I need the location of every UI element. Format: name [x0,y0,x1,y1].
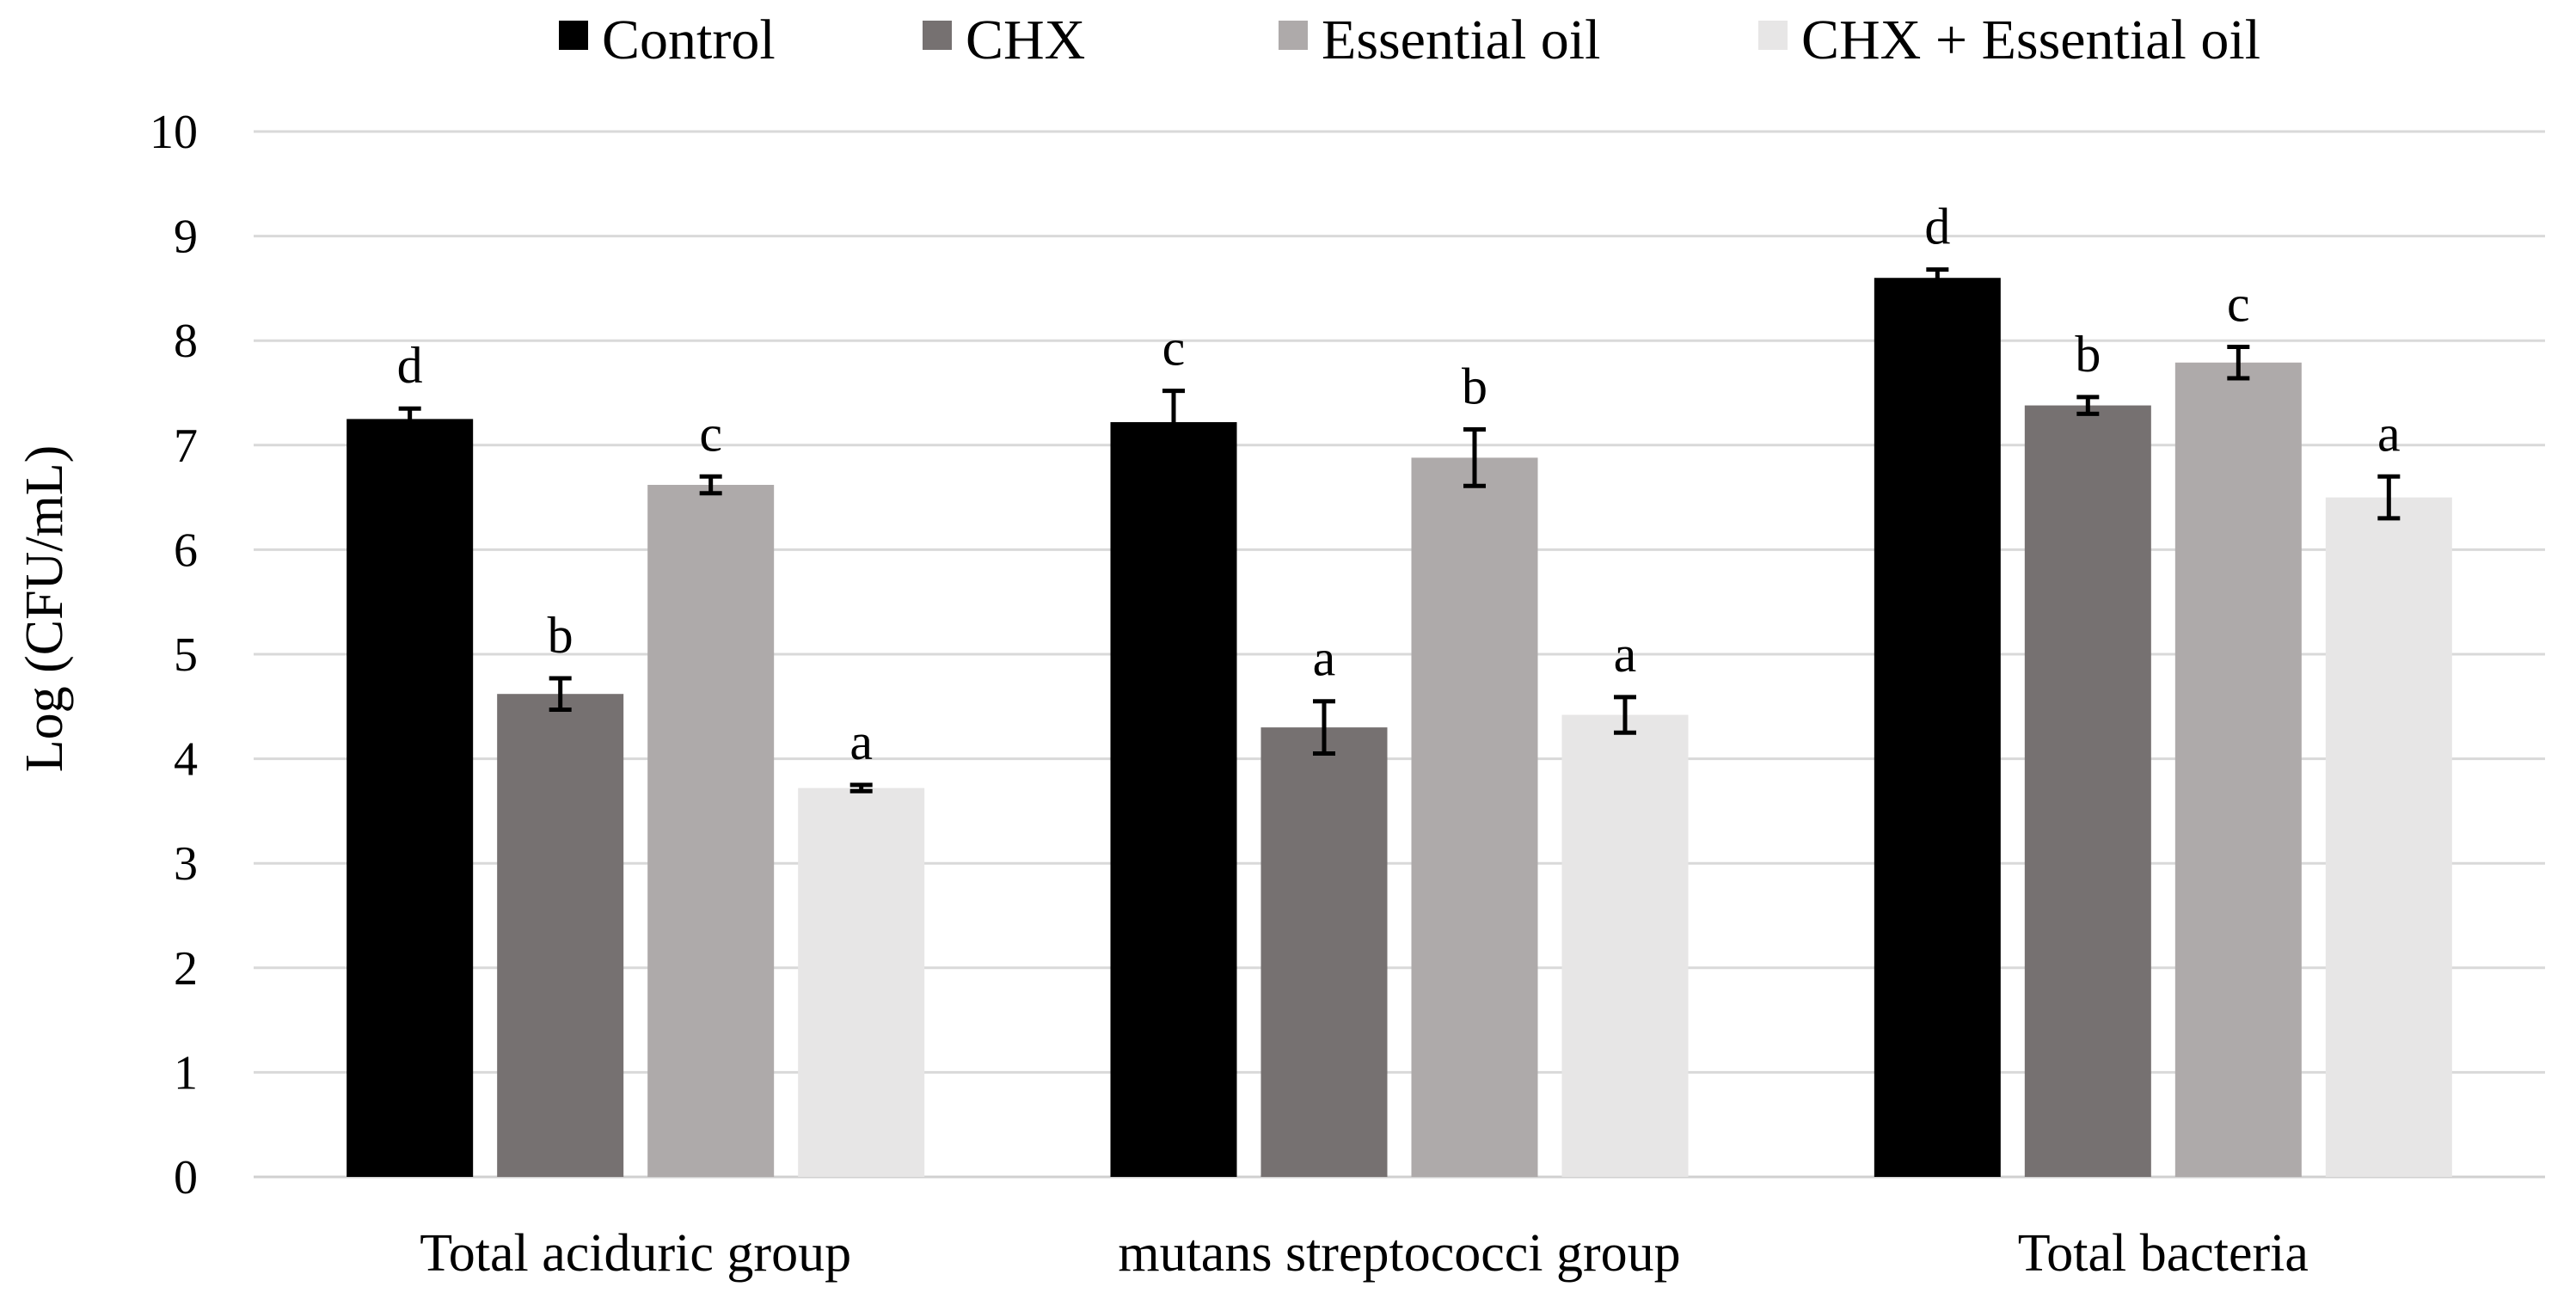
legend-label: Essential oil [1322,9,1600,71]
significance-label: a [1313,630,1336,687]
x-category-label: Total aciduric group [420,1224,851,1283]
error-bar [849,782,873,793]
bar-chx-1 [497,694,624,1177]
significance-label: d [1924,199,1950,255]
bar-chx-essential-oil-1 [798,787,925,1177]
y-tick-label: 9 [174,211,198,264]
legend-swatch [923,21,952,50]
error-bar [2076,395,2100,416]
significance-label: b [2075,326,2101,383]
legend-swatch [559,21,588,50]
x-category-label: mutans streptococci group [1118,1224,1680,1283]
legend-item: Essential oil [1279,9,1600,71]
bar-essential-oil-2 [1411,457,1538,1177]
y-tick-label: 7 [174,420,198,473]
error-bar [699,474,722,496]
bar-control-2 [1110,422,1237,1178]
y-tick-label: 2 [174,942,198,996]
bar-chx-essential-oil-3 [2325,497,2452,1177]
bar-chx-essential-oil-2 [1561,714,1689,1177]
bar-control-3 [1874,278,2001,1177]
legend-label: CHX [966,9,1085,71]
significance-label: b [1462,358,1487,415]
gridlines [254,130,2545,1179]
error-bar [2377,474,2401,521]
y-tick-label: 5 [174,628,198,682]
legend-item: CHX [923,9,1085,71]
y-tick-label: 0 [174,1151,198,1204]
legend-label: Control [602,9,776,71]
bar-chx-2 [1260,727,1388,1177]
bar-control-1 [347,419,474,1177]
y-tick-label: 8 [174,315,198,368]
bars [347,278,2452,1178]
error-bar [1313,699,1335,757]
y-tick-label: 1 [174,1046,198,1100]
y-tick-label: 6 [174,524,198,577]
legend-item: CHX + Essential oil [1758,9,2260,71]
y-tick-label: 4 [174,733,198,787]
significance-label: d [397,337,423,394]
error-bar [1463,427,1486,488]
significance-label: a [849,714,873,770]
significance-label: c [1162,320,1186,377]
y-tick-label: 3 [174,837,198,891]
x-category-label: Total bacteria [2018,1224,2309,1283]
error-bar [398,406,421,432]
y-tick-label: 10 [150,106,198,159]
bar-chx-3 [2024,405,2151,1177]
error-bar [1614,695,1636,735]
bar-essential-oil-1 [647,485,775,1177]
significance-label: c [2227,275,2250,332]
error-bar [1162,389,1185,456]
significance-label: a [2377,405,2401,462]
legend-item: Control [559,9,776,71]
legend: Control CHX Essential oil CHX + Essential o… [559,9,2260,71]
y-axis-title: Log (CFU/mL) [15,445,74,773]
legend-swatch [1758,21,1788,50]
bar-essential-oil-3 [2174,362,2302,1178]
significance-label: a [1614,626,1637,683]
error-bar [1926,267,1949,289]
error-bar [549,676,572,712]
error-bar [2227,344,2250,381]
significance-label: c [699,405,722,462]
significance-label: b [548,607,573,664]
legend-swatch [1279,21,1308,50]
axes: 0 1 2 3 4 5 6 7 8 9 10 Total aciduric group mutans s… [150,106,2309,1283]
legend-label: CHX + Essential oil [1801,9,2260,71]
error-bars: d b c a c a b a d b c a [397,199,2401,793]
